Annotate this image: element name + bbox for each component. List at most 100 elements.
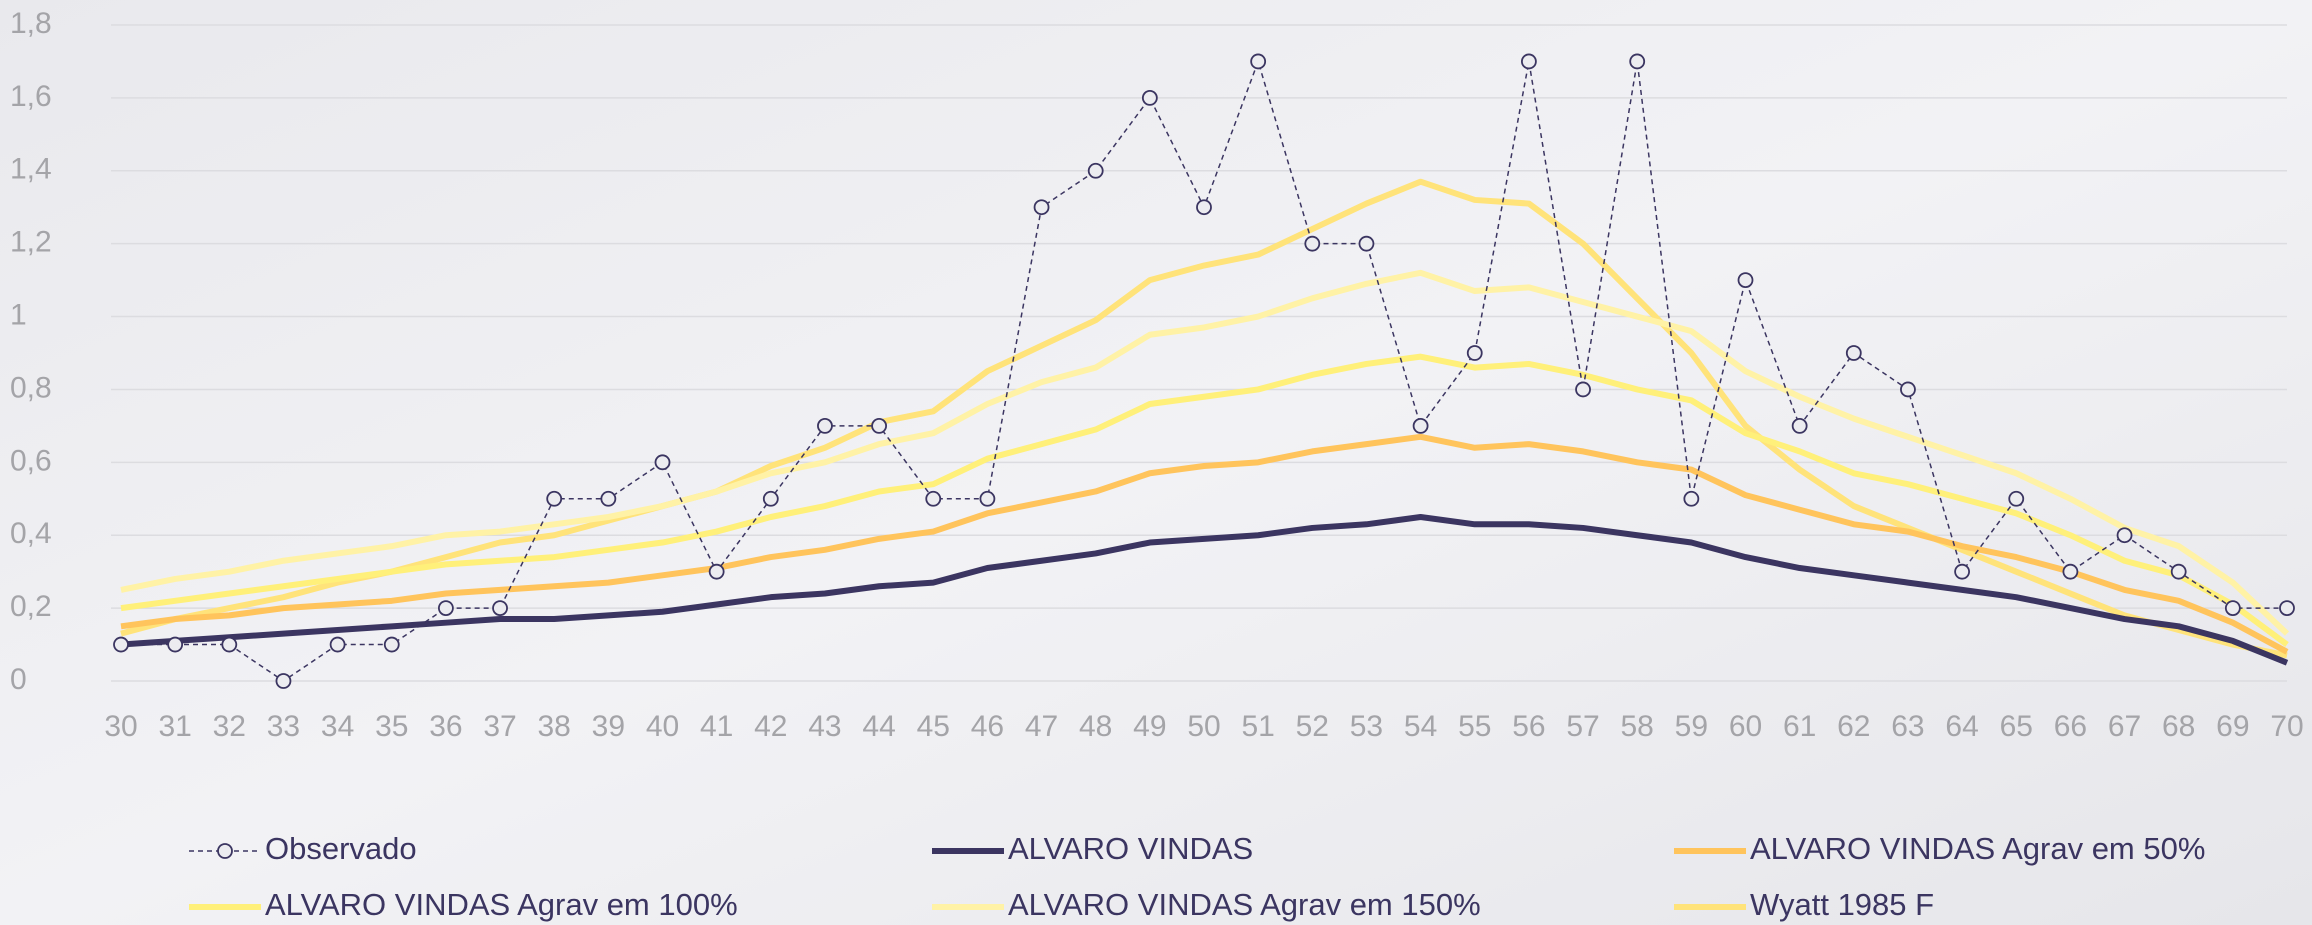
x-tick-label: 41 — [700, 710, 733, 743]
data-point — [2170, 563, 2187, 580]
y-tick-label: 1,8 — [10, 7, 52, 40]
y-tick-label: 0 — [10, 663, 27, 696]
x-tick-label: 47 — [1025, 710, 1058, 743]
x-tick-label: 62 — [1837, 710, 1870, 743]
data-point — [1358, 235, 1375, 252]
x-tick-label: 44 — [862, 710, 895, 743]
x-tick-label: 50 — [1187, 710, 1220, 743]
y-tick-label: 1,4 — [10, 153, 52, 186]
series-line — [120, 514, 2289, 666]
x-tick-label: 48 — [1079, 710, 1112, 743]
x-tick-label: 51 — [1241, 710, 1274, 743]
data-point — [1575, 381, 1591, 398]
data-point — [1521, 53, 1537, 70]
data-point — [546, 490, 563, 507]
data-point — [492, 600, 508, 617]
series-line — [120, 269, 2290, 636]
x-tick-label: 66 — [2054, 710, 2087, 743]
data-point — [1033, 199, 1050, 216]
y-tick-label: 0,6 — [10, 444, 52, 477]
x-tick-label: 61 — [1783, 710, 1816, 743]
data-point — [1196, 199, 1212, 216]
data-point — [708, 563, 725, 580]
data-point — [2279, 600, 2295, 617]
x-tick-label: 68 — [2162, 710, 2195, 743]
x-tick-label: 63 — [1891, 710, 1924, 743]
x-tick-label: 40 — [646, 710, 679, 743]
x-tick-label: 56 — [1512, 710, 1545, 743]
legend-label: ALVARO VINDAS Agrav em 100% — [265, 887, 738, 922]
x-tick-label: 35 — [375, 710, 408, 743]
data-point — [1791, 417, 1808, 434]
x-tick-label: 69 — [2216, 710, 2249, 743]
data-point — [2062, 563, 2079, 580]
data-point — [979, 490, 996, 507]
data-point — [762, 490, 779, 507]
data-point — [2008, 490, 2025, 507]
data-point — [275, 673, 292, 689]
data-point — [383, 636, 400, 653]
x-tick-label: 67 — [2108, 710, 2141, 743]
series-line — [120, 433, 2289, 655]
data-point — [1683, 490, 1700, 507]
legend-label: ALVARO VINDAS Agrav em 150% — [1008, 887, 1481, 922]
data-point — [167, 636, 184, 653]
x-tick-label: 31 — [158, 710, 191, 743]
x-tick-label: 32 — [213, 710, 246, 743]
x-tick-label: 57 — [1566, 710, 1599, 743]
x-tick-label: 42 — [754, 710, 787, 743]
legend-label: Wyatt 1985 F — [1750, 887, 1934, 922]
x-tick-label: 55 — [1458, 710, 1491, 743]
data-point — [329, 636, 346, 653]
x-tick-label: 43 — [808, 710, 841, 743]
data-point — [113, 636, 129, 653]
data-point — [1629, 53, 1646, 70]
x-tick-label: 30 — [104, 710, 137, 743]
data-point — [1412, 417, 1429, 434]
x-tick-label: 33 — [267, 710, 300, 743]
legend-label: Observado — [265, 831, 417, 866]
data-point — [1250, 53, 1267, 70]
data-point — [1845, 345, 1862, 361]
x-tick-label: 36 — [429, 710, 462, 743]
x-tick-label: 46 — [971, 710, 1004, 743]
data-point — [221, 636, 238, 653]
x-tick-label: 39 — [592, 710, 625, 743]
x-tick-label: 64 — [1945, 710, 1978, 743]
y-tick-label: 1,2 — [10, 226, 52, 259]
x-tick-label: 59 — [1675, 710, 1708, 743]
data-point — [2116, 527, 2133, 544]
x-tick-label: 53 — [1350, 710, 1383, 743]
x-tick-label: 58 — [1621, 710, 1654, 743]
data-point — [1954, 563, 1970, 580]
data-point — [1141, 89, 1158, 106]
legend-marker — [217, 843, 233, 859]
x-tick-label: 37 — [483, 710, 516, 743]
y-tick-label: 1,6 — [10, 80, 52, 113]
x-tick-label: 60 — [1729, 710, 1762, 743]
series-line — [120, 353, 2289, 647]
data-point — [1466, 345, 1483, 361]
x-tick-label: 70 — [2270, 710, 2303, 743]
x-tick-label: 45 — [917, 710, 950, 743]
y-tick-label: 0,8 — [10, 371, 52, 404]
y-tick-label: 0,4 — [10, 517, 52, 550]
y-tick-label: 1 — [10, 298, 27, 331]
data-point — [1737, 272, 1754, 289]
data-point — [654, 454, 671, 471]
data-point — [2224, 600, 2241, 617]
data-point — [437, 600, 454, 617]
data-point — [1304, 235, 1321, 252]
x-tick-label: 52 — [1296, 710, 1329, 743]
x-tick-label: 65 — [2000, 710, 2033, 743]
x-tick-label: 49 — [1133, 710, 1166, 743]
data-point — [817, 417, 833, 434]
x-tick-label: 54 — [1404, 710, 1437, 743]
data-point — [1900, 381, 1916, 398]
x-tick-label: 34 — [321, 710, 354, 743]
data-point — [600, 490, 617, 507]
y-tick-label: 0,2 — [10, 590, 52, 623]
data-point — [871, 417, 887, 434]
